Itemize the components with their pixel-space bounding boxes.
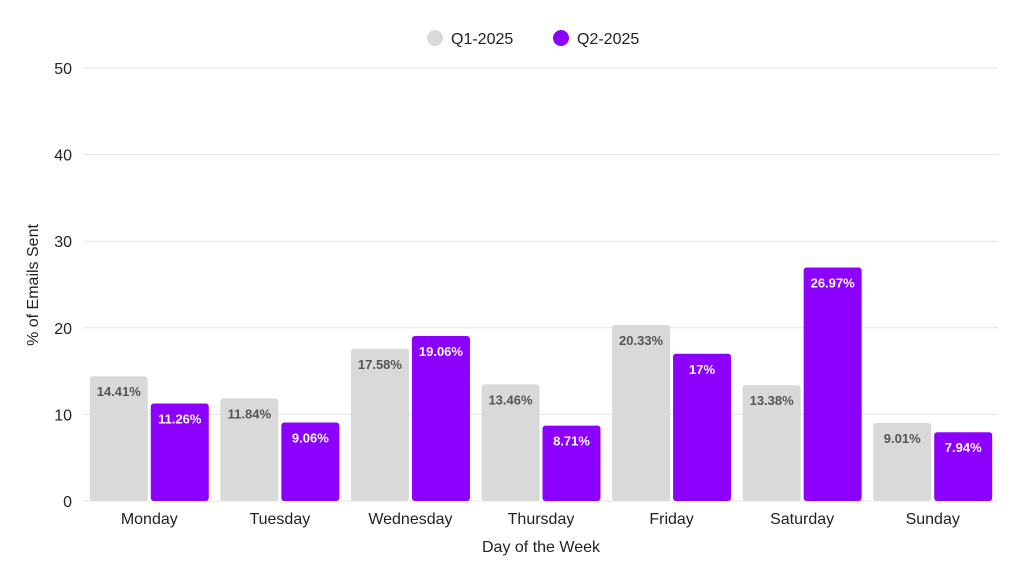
x-axis-ticks: Monday Tuesday Wednesday Thursday Friday Satu… [121, 511, 960, 528]
bar [612, 324, 671, 501]
y-axis-ticks: 0 10 20 30 40 50 [54, 61, 72, 511]
bar [481, 384, 540, 501]
data-label: 17.58% [358, 357, 403, 372]
y-tick-label: 40 [54, 148, 72, 165]
data-label: 20.33% [619, 333, 664, 348]
x-tick-label: Sunday [906, 511, 960, 528]
bar [542, 425, 601, 501]
bar [673, 353, 732, 501]
x-tick-label: Monday [121, 511, 178, 528]
data-label: 19.06% [419, 344, 464, 359]
x-axis-title: Day of the Week [482, 539, 601, 556]
y-tick-label: 30 [54, 234, 72, 251]
data-label: 11.84% [228, 406, 272, 421]
legend-marker [553, 30, 569, 46]
bar [220, 398, 279, 501]
bar [89, 376, 148, 501]
data-label: 14.41% [97, 384, 142, 399]
bar [742, 385, 801, 501]
x-tick-label: Saturday [770, 511, 834, 528]
bar [150, 403, 209, 501]
data-label: 7.94% [945, 440, 982, 455]
bar [803, 267, 862, 501]
y-tick-label: 0 [63, 494, 72, 511]
bar [350, 348, 409, 501]
x-tick-label: Friday [649, 511, 693, 528]
data-label: 9.06% [292, 431, 329, 446]
bar [281, 422, 340, 501]
bar [873, 422, 932, 501]
y-axis-title: % of Emails Sent [25, 224, 42, 346]
x-tick-label: Tuesday [249, 511, 310, 528]
data-label: 13.46% [488, 392, 533, 407]
data-label: 13.38% [750, 393, 795, 408]
legend-label: Q1-2025 [451, 31, 513, 48]
data-label: 26.97% [811, 275, 856, 290]
data-label: 8.71% [553, 434, 590, 449]
y-tick-label: 50 [54, 61, 72, 78]
x-tick-label: Wednesday [368, 511, 452, 528]
legend-label: Q2-2025 [577, 31, 639, 48]
bars: 14.41% 11.26% 11.84% 9.06% 17.58% 19.06% 13.46… [89, 267, 993, 501]
data-label: 9.01% [884, 431, 921, 446]
x-tick-label: Thursday [508, 511, 575, 528]
bar [411, 335, 470, 501]
legend: Q1-2025 Q2-2025 [427, 30, 639, 48]
data-label: 17% [689, 362, 715, 377]
y-tick-label: 20 [54, 321, 72, 338]
y-tick-label: 10 [54, 407, 72, 424]
data-label: 11.26% [158, 411, 202, 426]
legend-marker [427, 30, 443, 46]
bar [934, 432, 993, 501]
